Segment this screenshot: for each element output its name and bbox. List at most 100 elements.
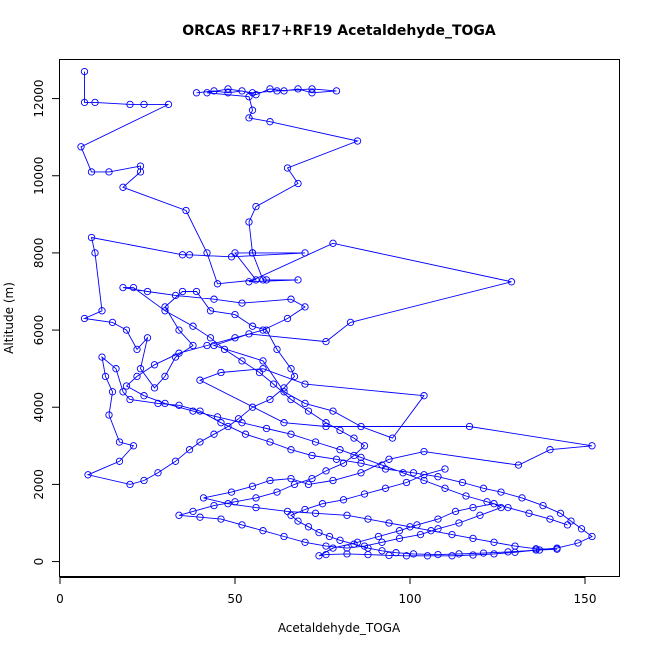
data-point (283, 164, 292, 172)
data-point (262, 276, 271, 284)
data-point (455, 550, 463, 558)
data-point (196, 376, 204, 384)
data-point (224, 422, 232, 431)
y-tick-label: 2000 (32, 469, 46, 500)
data-point (122, 382, 131, 390)
data-point (553, 545, 561, 553)
y-tick-label: 12000 (32, 79, 46, 117)
data-point (129, 442, 138, 450)
data-point (346, 318, 355, 327)
data-point (423, 552, 432, 560)
data-point (252, 91, 260, 99)
data-point (497, 503, 505, 512)
data-point (136, 162, 145, 170)
data-point (269, 380, 278, 388)
data-point (245, 114, 253, 122)
data-point (259, 276, 267, 284)
data-point (427, 527, 435, 535)
data-point (273, 345, 281, 354)
data-point (322, 422, 330, 431)
data-point (248, 482, 257, 490)
data-point (248, 403, 257, 411)
data-point (273, 488, 281, 496)
data-point (119, 388, 127, 396)
data-point (210, 295, 218, 303)
data-point (507, 278, 516, 286)
data-point (98, 353, 106, 361)
data-point (210, 501, 218, 510)
y-tick-label: 4000 (32, 392, 46, 423)
data-point (203, 89, 211, 97)
data-point (129, 283, 138, 292)
data-point (378, 538, 386, 546)
data-point (304, 523, 313, 531)
data-point (588, 532, 596, 541)
data-point (343, 544, 351, 552)
y-axis-label: Altitude (m) (2, 282, 16, 354)
data-point (294, 179, 302, 188)
data-point (325, 532, 334, 541)
data-point (150, 361, 159, 369)
data-point (161, 399, 169, 408)
data-point (577, 525, 586, 533)
data-point (161, 303, 169, 311)
data-point (294, 517, 302, 525)
data-point (301, 505, 309, 514)
data-point (224, 89, 232, 97)
data-point (266, 476, 274, 485)
data-point (434, 515, 442, 523)
data-point (140, 392, 148, 400)
data-point (395, 534, 404, 543)
x-tick-label: 150 (574, 592, 597, 606)
data-point (322, 419, 330, 427)
data-point (329, 544, 337, 552)
data-point (395, 527, 404, 535)
data-point (98, 307, 106, 315)
data-point (360, 442, 369, 450)
data-point (283, 314, 292, 323)
data-point (252, 202, 260, 211)
data-point (301, 380, 309, 388)
data-point (119, 183, 127, 191)
data-point (175, 326, 183, 334)
data-point (280, 87, 288, 95)
data-point (322, 542, 330, 550)
data-point (322, 467, 330, 475)
data-point (451, 507, 460, 516)
data-point (301, 538, 309, 546)
data-point (357, 469, 365, 477)
data-point (196, 513, 204, 521)
data-point (196, 407, 204, 415)
data-point (504, 548, 512, 556)
data-point (357, 453, 365, 462)
data-point (290, 480, 299, 489)
data-point (511, 542, 519, 550)
data-point (126, 100, 134, 109)
data-point (154, 399, 162, 408)
data-point (273, 87, 281, 95)
data-point (227, 253, 236, 261)
data-point (238, 521, 246, 529)
data-point (238, 299, 246, 307)
data-point (399, 469, 407, 477)
data-point (164, 100, 173, 109)
data-point (490, 500, 498, 508)
data-point (539, 501, 547, 510)
data-point (178, 287, 187, 296)
data-point (420, 447, 428, 456)
data-point (185, 446, 194, 454)
data-point (441, 484, 449, 492)
data-point (217, 368, 225, 377)
data-point (105, 168, 113, 176)
data-point (420, 471, 428, 479)
data-point (266, 118, 274, 126)
series-line (80, 71, 593, 557)
data-point (336, 536, 344, 544)
data-point (259, 326, 267, 334)
data-point (108, 388, 117, 396)
data-point (308, 89, 316, 97)
data-point (161, 372, 169, 381)
data-point (308, 451, 316, 460)
data-point (374, 532, 383, 541)
data-point (448, 552, 456, 560)
